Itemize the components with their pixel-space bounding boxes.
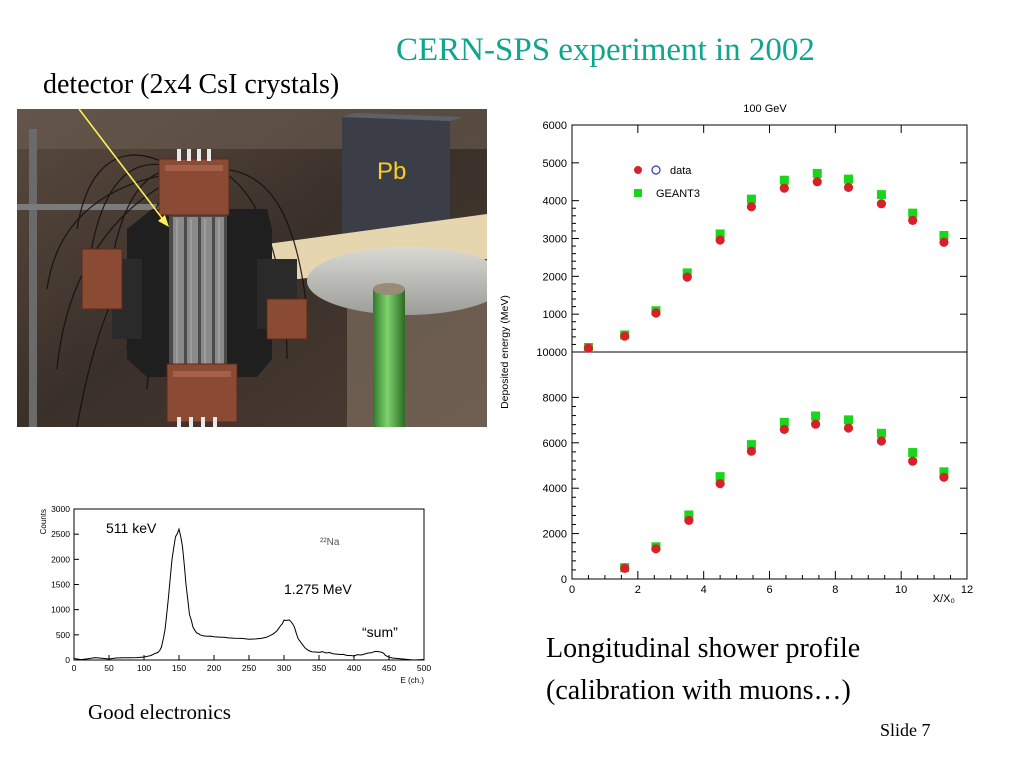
data-point [747,202,756,211]
caption-line-1: Longitudinal shower profile [546,628,860,670]
geant3-point [811,412,820,421]
data-point [684,516,693,525]
data-point [908,216,917,225]
data-point [716,479,725,488]
y-tick-label-bottom: 6000 [543,438,567,450]
pb-label: Pb [377,158,406,185]
data-point [651,544,660,553]
legend-data-open-marker [652,166,660,174]
spectrum-x-tick-label: 500 [417,663,431,673]
y-tick-label-top: 3000 [543,234,567,246]
data-point [844,183,853,192]
data-point [780,425,789,434]
data-point [620,564,629,573]
geant3-point [844,175,853,184]
x-tick-label: 0 [569,584,575,596]
data-point [908,457,917,466]
spectrum-x-tick-label: 300 [277,663,291,673]
annot-sum: “sum” [362,624,398,640]
y-tick-label-top: 2000 [543,271,567,283]
data-point [939,238,948,247]
geant3-point [780,176,789,185]
spectrum-x-tick-label: 150 [172,663,186,673]
caption-line-2: (calibration with muons…) [546,670,860,712]
spectrum-x-tick-label: 100 [137,663,151,673]
geant3-point [813,169,822,178]
data-point [811,420,820,429]
slide-title: CERN-SPS experiment in 2002 [396,32,815,69]
geant3-point [877,190,886,199]
y-tick-label-bottom: 2000 [543,529,567,541]
x-tick-label: 8 [832,584,838,596]
data-point [651,308,660,317]
na22-spectrum-chart: Counts E (ch.) 511 keV 1.275 MeV “sum” ²… [30,503,440,685]
y-tick-label-bottom: 0 [561,574,567,586]
x-tick-label: 10 [895,584,907,596]
data-point [813,177,822,186]
detector-label: detector (2x4 CsI crystals) [43,69,339,101]
annot-1275mev: 1.275 MeV [284,581,352,597]
y-axis-label: Deposited energy (MeV) [499,295,511,409]
shower-profile-chart: 100 GeV Deposited energy (MeV) X/X₀ data… [490,98,990,610]
data-point [683,272,692,281]
annot-na22: ²²Na [320,537,340,548]
y-tick-label-top: 4000 [543,196,567,208]
spectrum-x-label: E (ch.) [400,676,424,685]
data-point [747,447,756,456]
spectrum-line [74,529,424,660]
spectrum-y-tick-label: 1000 [51,605,70,615]
chart-top-title: 100 GeV [743,103,787,115]
legend-data-filled-marker [634,166,642,174]
spectrum-x-tick-label: 0 [72,663,77,673]
spectrum-x-tick-label: 350 [312,663,326,673]
y-tick-label-top: 6000 [543,120,567,132]
spectrum-y-tick-label: 2000 [51,554,70,564]
x-axis-label: X/X₀ [933,593,955,605]
spectrum-x-tick-label: 50 [104,663,114,673]
slide-number: Slide 7 [880,720,931,741]
spectrum-y-tick-label: 2500 [51,529,70,539]
spectrum-y-tick-label: 0 [65,655,70,665]
spectrum-x-tick-label: 450 [382,663,396,673]
data-point [780,184,789,193]
geant3-point [908,448,917,457]
spectrum-x-tick-label: 400 [347,663,361,673]
data-point [620,332,629,341]
shower-profile-caption: Longitudinal shower profile (calibration… [546,628,860,712]
y-tick-label-bottom: 4000 [543,483,567,495]
y-tick-label-bottom: 8000 [543,392,567,404]
spectrum-y-tick-label: 500 [56,630,70,640]
x-tick-label: 2 [635,584,641,596]
x-tick-label: 6 [766,584,772,596]
legend-geant-label: GEANT3 [656,188,700,200]
annot-511kev: 511 keV [106,520,157,536]
data-point [939,473,948,482]
x-tick-label: 12 [961,584,973,596]
data-point [844,423,853,432]
legend-data-label: data [670,165,692,177]
spectrum-x-tick-label: 250 [242,663,256,673]
data-point [584,344,593,353]
y-tick-label-top: 1000 [543,309,567,321]
data-point [877,436,886,445]
spectrum-x-tick-label: 200 [207,663,221,673]
data-point [877,199,886,208]
spectrum-y-tick-label: 1500 [51,580,70,590]
good-electronics-caption: Good electronics [88,700,231,725]
spectrum-y-tick-label: 3000 [51,504,70,514]
y-tick-label-top: 5000 [543,158,567,170]
data-point [716,235,725,244]
spectrum-y-label: Counts [39,509,48,534]
detector-photo: Pb [17,109,487,427]
geant3-point [844,415,853,424]
legend-geant-marker [634,189,642,197]
x-tick-label: 4 [701,584,707,596]
y-tick-label-bottom: 10000 [536,347,567,359]
